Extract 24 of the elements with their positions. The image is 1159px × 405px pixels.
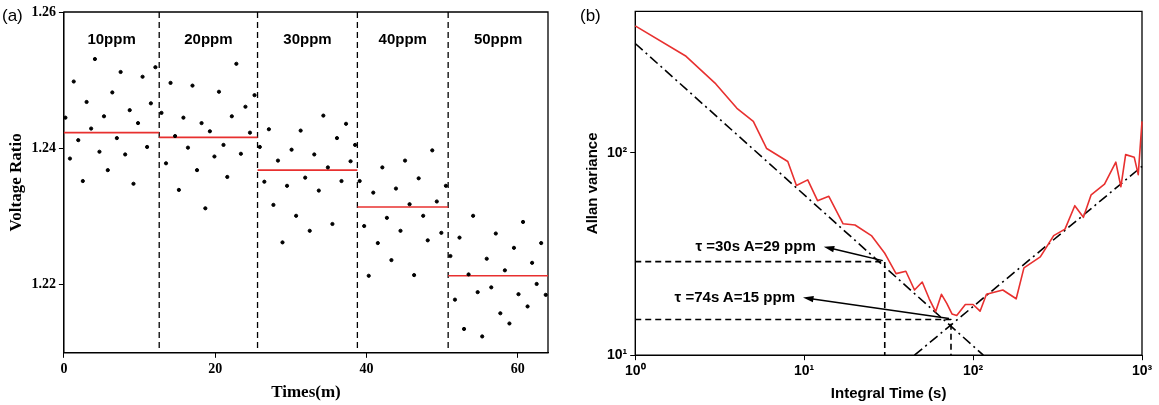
chart-title: (a) (2, 6, 23, 26)
y-tick-label: 1.22 (31, 276, 56, 292)
x-tick-label: 60 (510, 360, 525, 376)
x-axis-title: Integral Time (s) (830, 384, 947, 402)
x-tick-label: 10¹ (794, 362, 815, 379)
x-tick-label: 10² (962, 362, 984, 379)
y-axis-title: Allan variance (583, 132, 601, 235)
chart-title: (b) (580, 6, 601, 26)
annotation: 50ppm (473, 30, 523, 48)
x-axis-title: Times(m) (271, 382, 341, 402)
annotation: 30ppm (283, 30, 332, 48)
x-tick-label: 0 (60, 360, 68, 376)
x-tick-label: 10³ (1131, 362, 1153, 379)
y-axis-title: Voltage Ratio (5, 133, 25, 232)
y-tick-label: 1.24 (31, 139, 56, 155)
y-tick-label: 1.26 (31, 3, 56, 19)
x-tick-label: 40 (359, 360, 374, 376)
annotation: 20ppm (184, 30, 233, 48)
x-tick-label: 10⁰ (624, 362, 646, 379)
annotation: τ =30s A=29 ppm (695, 236, 816, 254)
x-tick-label: 20 (208, 360, 223, 376)
annotation: τ =74s A=15 ppm (674, 287, 795, 305)
annotation: 10ppm (87, 30, 136, 48)
annotation: 40ppm (378, 30, 427, 48)
